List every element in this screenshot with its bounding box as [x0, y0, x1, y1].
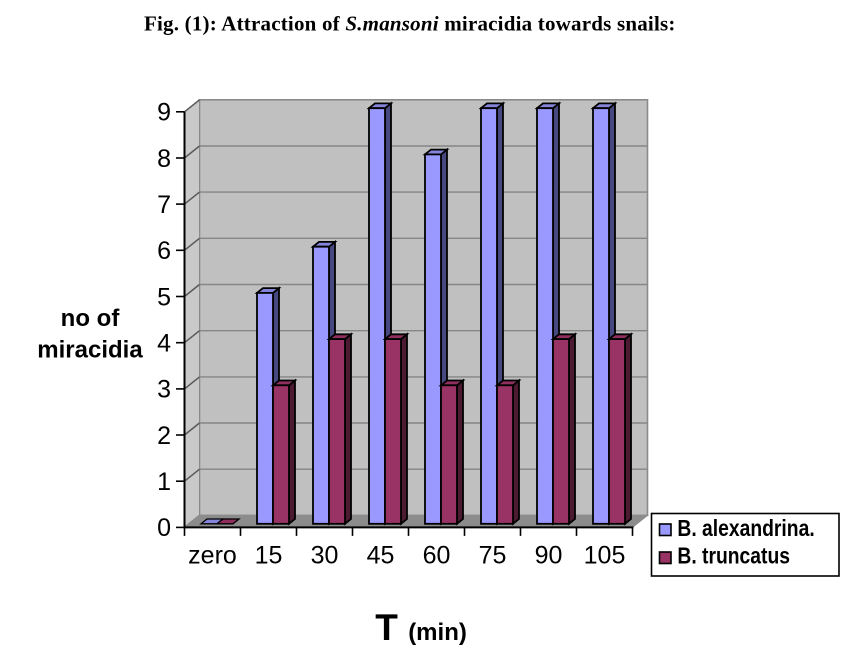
- svg-text:2: 2: [157, 422, 171, 450]
- svg-text:B. alexandrina.: B. alexandrina.: [677, 517, 814, 542]
- svg-text:no of: no of: [61, 305, 121, 332]
- svg-text:zero: zero: [188, 541, 237, 569]
- svg-text:6: 6: [157, 237, 171, 265]
- svg-text:4: 4: [157, 330, 171, 358]
- svg-text:B. truncatus: B. truncatus: [677, 544, 790, 569]
- svg-text:3: 3: [157, 376, 171, 404]
- svg-text:5: 5: [157, 283, 171, 311]
- svg-text:Fig. (1): Attraction of S.mans: Fig. (1): Attraction of S.mansoni miraci…: [144, 12, 676, 36]
- svg-text:75: 75: [479, 541, 507, 569]
- svg-text:60: 60: [423, 541, 451, 569]
- svg-text:0: 0: [157, 514, 171, 542]
- svg-text:45: 45: [367, 541, 395, 569]
- svg-text:15: 15: [255, 541, 283, 569]
- svg-text:7: 7: [157, 191, 171, 219]
- svg-text:miracidia: miracidia: [37, 337, 143, 364]
- svg-text:30: 30: [311, 541, 339, 569]
- svg-text:9: 9: [157, 99, 171, 127]
- svg-text:90: 90: [535, 541, 563, 569]
- svg-text:105: 105: [584, 541, 626, 569]
- svg-text:1: 1: [157, 468, 171, 496]
- svg-text:8: 8: [157, 145, 171, 173]
